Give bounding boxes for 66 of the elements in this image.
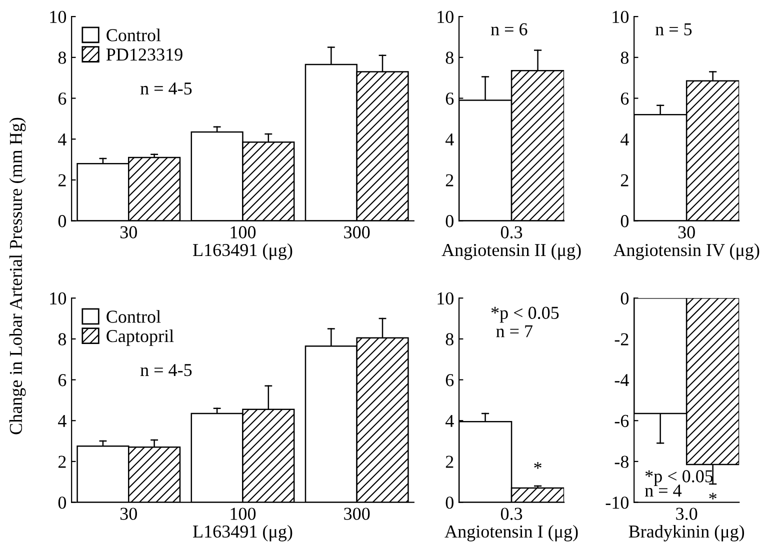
- y-tick-label: 2: [58, 174, 66, 186]
- y-tick-label: 2: [620, 174, 628, 186]
- x-tick-label: 100: [230, 226, 256, 238]
- y-tick-label: 4: [58, 415, 66, 427]
- y-tick-label: 10: [438, 292, 454, 305]
- y-tick-label: 8: [446, 52, 454, 64]
- x-axis-title: Bradykinin (μg): [628, 524, 744, 542]
- y-tick-label: 4: [445, 133, 454, 146]
- annotation: n = 4-5: [140, 82, 192, 95]
- y-tick-label: 8: [58, 333, 66, 346]
- x-tick-label: 30: [120, 508, 137, 520]
- y-tick-label: -10: [606, 496, 629, 509]
- y-tick-label: 4: [620, 133, 629, 146]
- annotation: *: [709, 492, 716, 500]
- y-tick-label: 10: [612, 10, 629, 23]
- y-tick-label: -6: [614, 414, 629, 428]
- y-tick-label: 0: [620, 292, 629, 305]
- y-tick-label: 6: [446, 92, 454, 105]
- y-tick-label: 10: [438, 10, 454, 23]
- annotation: *: [534, 462, 542, 469]
- x-tick-label: 300: [344, 508, 370, 520]
- x-tick-label: 3.0: [676, 508, 698, 520]
- y-tick-label: 4: [58, 133, 66, 146]
- annotation: n = 5: [655, 23, 692, 36]
- y-tick-label: 2: [58, 456, 66, 468]
- annotation: n = 6: [490, 23, 528, 36]
- annotation: n = 4: [644, 484, 682, 496]
- x-tick-label: 300: [344, 226, 370, 238]
- y-tick-label: -8: [614, 456, 629, 468]
- y-tick-label: 4: [445, 415, 454, 427]
- x-tick-label: 30: [678, 226, 695, 238]
- y-tick-label: 2: [446, 456, 454, 468]
- y-tick-label: 8: [58, 52, 66, 64]
- x-axis-title: L163491 (μg): [193, 524, 292, 542]
- annotation: n = 7: [496, 325, 533, 338]
- x-axis-title: L163491 (μg): [193, 243, 292, 260]
- x-tick-label: 0.3: [500, 508, 522, 520]
- legend-label: Control: [106, 28, 161, 42]
- x-axis-title: Angiotensin I (μg): [444, 524, 578, 542]
- legend-label: PD123319: [106, 48, 182, 61]
- x-tick-label: 100: [230, 508, 256, 520]
- x-tick-label: 30: [120, 226, 137, 238]
- y-tick-label: 6: [620, 92, 629, 105]
- y-axis-title: Change in Lobar Arterial Pressure (mm Hg): [9, 118, 26, 434]
- y-tick-label: 0: [446, 496, 454, 509]
- y-tick-label: -2: [614, 333, 628, 346]
- x-axis-title: Angiotensin II (μg): [442, 243, 581, 260]
- y-tick-label: 6: [446, 374, 454, 386]
- y-tick-label: 8: [620, 52, 629, 64]
- y-tick-label: 10: [50, 10, 66, 23]
- y-tick-label: 0: [446, 215, 454, 228]
- x-tick-label: 0.3: [500, 226, 522, 238]
- y-tick-label: 6: [58, 92, 66, 105]
- y-tick-label: 10: [50, 292, 66, 305]
- x-axis-title: Angiotensin IV (μg): [613, 243, 760, 260]
- y-tick-label: -4: [614, 374, 629, 386]
- y-tick-label: 2: [446, 174, 454, 186]
- annotation: *p < 0.05: [491, 306, 559, 323]
- legend-label: Captopril: [106, 329, 174, 346]
- y-tick-label: 0: [58, 496, 66, 509]
- y-tick-label: 0: [58, 215, 66, 228]
- y-tick-label: 8: [446, 333, 454, 346]
- y-tick-label: 6: [58, 374, 66, 386]
- legend-label: Control: [106, 310, 161, 323]
- annotation: n = 4-5: [140, 364, 192, 376]
- y-tick-label: 0: [620, 215, 629, 228]
